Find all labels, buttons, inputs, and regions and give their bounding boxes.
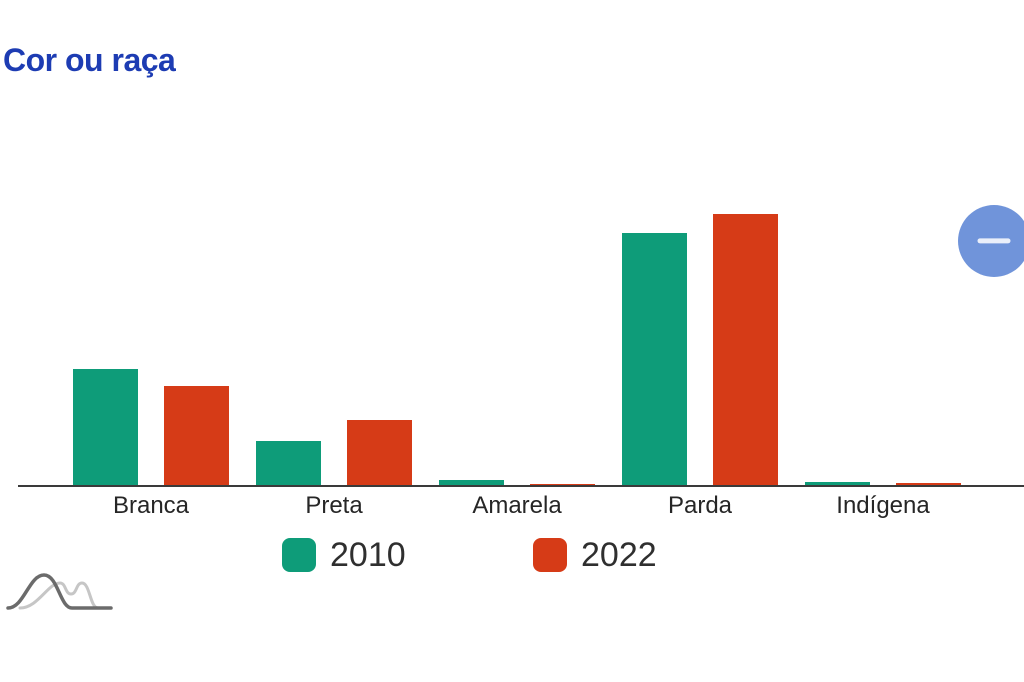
bar-2022-indígena[interactable] xyxy=(896,483,961,485)
minus-icon xyxy=(977,238,1011,244)
bar-2022-amarela[interactable] xyxy=(530,484,595,485)
bar-2010-indígena[interactable] xyxy=(805,482,870,485)
minus-button[interactable] xyxy=(958,205,1024,277)
bar-group xyxy=(73,185,229,485)
x-axis-line xyxy=(18,485,1024,487)
legend-item-2010[interactable]: 2010 xyxy=(282,537,406,573)
bar-2022-parda[interactable] xyxy=(713,214,778,485)
legend-label-2022: 2022 xyxy=(581,536,657,574)
plot-area xyxy=(0,185,1024,485)
bar-2022-branca[interactable] xyxy=(164,386,229,485)
legend-swatch-2010 xyxy=(282,538,316,572)
x-label-amarela: Amarela xyxy=(472,492,562,519)
x-label-indígena: Indígena xyxy=(836,492,930,519)
legend-label-2010: 2010 xyxy=(330,536,406,574)
bar-group xyxy=(256,185,412,485)
bar-group xyxy=(805,185,961,485)
legend-swatch-2022 xyxy=(533,538,567,572)
distribution-curves-icon xyxy=(6,573,113,610)
bar-2022-preta[interactable] xyxy=(347,420,412,485)
bar-2010-parda[interactable] xyxy=(622,233,687,485)
bar-2010-amarela[interactable] xyxy=(439,480,504,485)
bar-2010-preta[interactable] xyxy=(256,441,321,485)
legend-item-2022[interactable]: 2022 xyxy=(533,537,657,573)
bar-group xyxy=(439,185,595,485)
x-label-branca: Branca xyxy=(112,492,190,519)
chart-title: Cor ou raça xyxy=(3,42,176,78)
bar-2010-branca[interactable] xyxy=(73,369,138,485)
x-label-preta: Preta xyxy=(305,492,363,519)
bar-group xyxy=(622,185,778,485)
x-label-parda: Parda xyxy=(667,492,733,519)
